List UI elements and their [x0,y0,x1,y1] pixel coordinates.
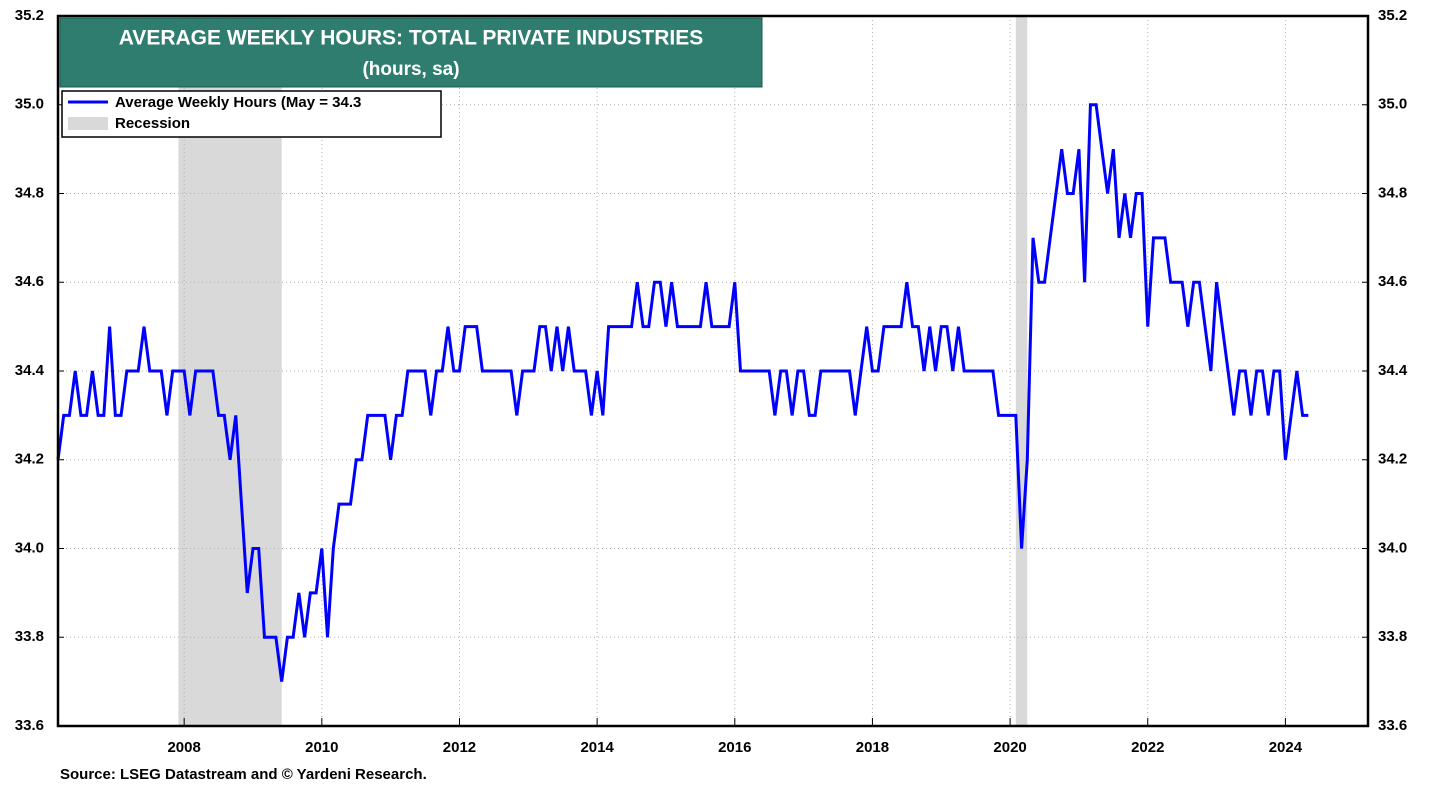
y-tick-label: 34.0 [15,539,44,556]
x-tick-label: 2022 [1131,739,1164,756]
y-tick-label: 34.8 [15,184,44,201]
y-tick-label: 33.6 [15,717,44,734]
y-tick-label: 34.6 [15,273,44,290]
legend-box [61,90,442,138]
data-line [56,103,1309,682]
y-tick-label: 35.0 [15,96,44,113]
x-tick-label: 2018 [856,739,889,756]
x-tick-label: 2020 [993,739,1026,756]
chart-subtitle: (hours, sa) [362,59,459,80]
chart-title: AVERAGE WEEKLY HOURS: TOTAL PRIVATE INDU… [119,27,704,50]
y-tick-label-right: 34.2 [1378,451,1407,468]
legend-label: Recession [115,115,190,132]
title-box [59,17,763,88]
y-tick-label-right: 33.8 [1378,628,1407,645]
legend-swatch [68,117,108,130]
y-tick-label: 34.2 [15,451,44,468]
x-tick-label: 2024 [1269,739,1303,756]
recession-band [1015,16,1028,726]
source-note: Source: LSEG Datastream and © Yardeni Re… [60,766,427,783]
y-tick-label-right: 34.8 [1378,184,1407,201]
plot-frame [56,14,1370,728]
y-tick-label-right: 34.0 [1378,539,1407,556]
y-tick-label-right: 34.4 [1378,362,1408,379]
x-tick-label: 2012 [443,739,476,756]
y-tick-label-right: 34.6 [1378,273,1407,290]
y-tick-label-right: 35.2 [1378,7,1407,24]
y-tick-label-right: 33.6 [1378,717,1407,734]
x-tick-label: 2008 [167,739,200,756]
y-tick-label-right: 35.0 [1378,96,1407,113]
legend-label: Average Weekly Hours (May = 34.3 [115,94,361,111]
x-tick-label: 2014 [580,739,614,756]
x-tick-label: 2010 [305,739,338,756]
x-tick-label: 2016 [718,739,751,756]
y-tick-label: 33.8 [15,628,44,645]
y-tick-label: 34.4 [15,362,45,379]
y-tick-label: 35.2 [15,7,44,24]
